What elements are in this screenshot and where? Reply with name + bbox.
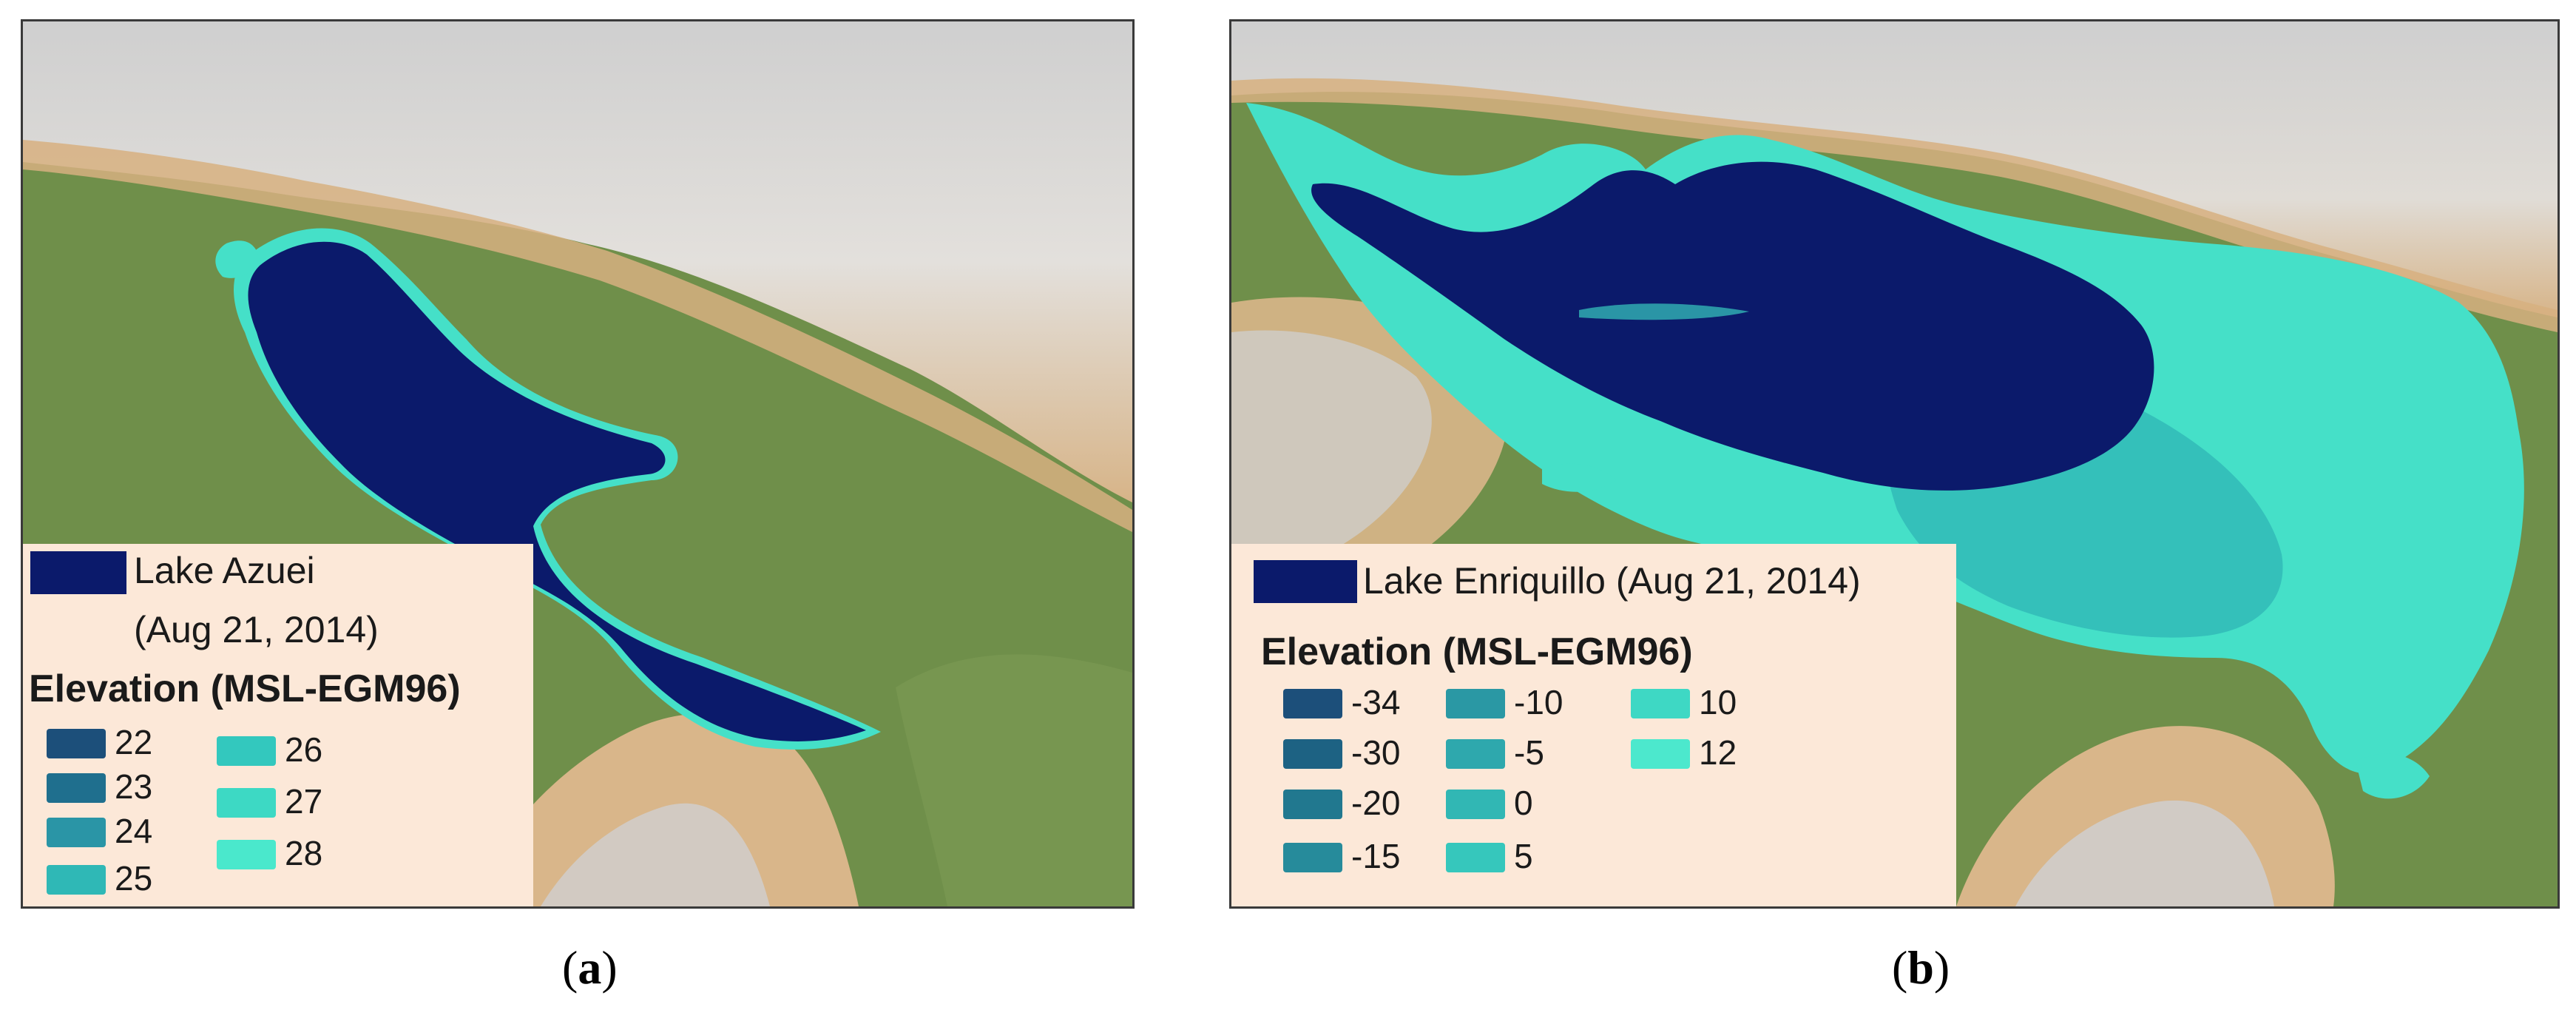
- caption-b: (b): [1892, 941, 1950, 994]
- legend-label: 26: [285, 730, 323, 769]
- legend-label: -20: [1351, 784, 1401, 822]
- legend-label: -10: [1514, 683, 1563, 721]
- legend-label: 22: [115, 723, 153, 761]
- legend-swatch: [1446, 790, 1505, 819]
- legend-swatch: [1283, 689, 1342, 718]
- legend-swatch: [1283, 843, 1342, 872]
- lake-color-swatch: [1254, 560, 1357, 603]
- legend-label: 25: [115, 859, 153, 898]
- legend-label: -34: [1351, 683, 1401, 721]
- lake-color-swatch: [30, 551, 126, 594]
- lake-label: Lake Enriquillo (Aug 21, 2014): [1363, 560, 1861, 602]
- island: [1579, 303, 1749, 320]
- legend-swatch: [217, 840, 276, 869]
- legend-b: Lake Enriquillo (Aug 21, 2014) Elevation…: [1231, 544, 1956, 906]
- legend-swatch: [1631, 689, 1690, 718]
- legend-swatch: [217, 788, 276, 818]
- lake-label-line2: (Aug 21, 2014): [134, 609, 379, 650]
- northern-mountains: [23, 21, 1132, 502]
- legend-label: 28: [285, 834, 323, 872]
- legend-label: 5: [1514, 837, 1533, 875]
- legend-swatch: [47, 818, 106, 847]
- map-panel-lake-enriquillo: Lake Enriquillo (Aug 21, 2014) Elevation…: [1229, 19, 2560, 909]
- caption-letter-a: a: [578, 941, 602, 994]
- legend-swatch: [47, 865, 106, 895]
- legend-label: 0: [1514, 784, 1533, 822]
- northern-mountains: [1231, 21, 2558, 317]
- legend-title: Elevation (MSL-EGM96): [1261, 630, 1693, 673]
- legend-title: Elevation (MSL-EGM96): [29, 667, 461, 710]
- legend-swatch: [47, 773, 106, 803]
- caption-a: (a): [562, 941, 618, 994]
- legend-label: 23: [115, 767, 153, 806]
- legend-swatch: [1446, 689, 1505, 718]
- legend-swatch: [47, 729, 106, 758]
- legend-swatch: [1283, 739, 1342, 769]
- lake-label-line1: Lake Azuei: [134, 550, 315, 591]
- legend-swatch: [1283, 790, 1342, 819]
- legend-label: -15: [1351, 837, 1401, 875]
- legend-swatch: [1446, 739, 1505, 769]
- legend-label: 24: [115, 812, 153, 850]
- legend-swatch: [1446, 843, 1505, 872]
- legend-a: Lake Azuei (Aug 21, 2014) Elevation (MSL…: [23, 544, 533, 906]
- legend-swatch: [1631, 739, 1690, 769]
- legend-label: -5: [1514, 733, 1544, 772]
- legend-label: 10: [1699, 683, 1737, 721]
- lake-enriquillo: [1311, 161, 2154, 491]
- legend-label: -30: [1351, 733, 1401, 772]
- lake-azuei: [248, 241, 866, 741]
- legend-swatch: [217, 736, 276, 766]
- legend-label: 12: [1699, 733, 1737, 772]
- map-panel-lake-azuei: Lake Azuei (Aug 21, 2014) Elevation (MSL…: [21, 19, 1135, 909]
- legend-label: 27: [285, 782, 323, 821]
- caption-letter-b: b: [1907, 941, 1934, 994]
